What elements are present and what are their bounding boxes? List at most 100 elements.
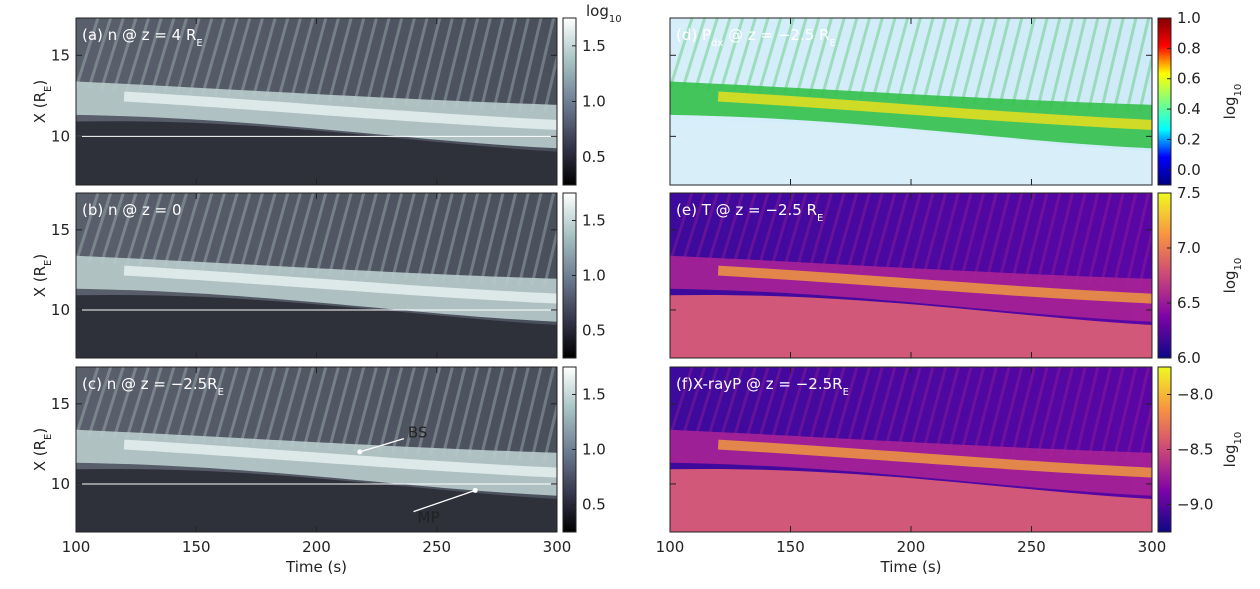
panel-title-part: (b) n @ z = 0	[82, 201, 182, 219]
heatmap-streak	[972, 18, 998, 105]
x-tick-label: 250	[422, 538, 451, 556]
heatmap-streak	[112, 18, 138, 91]
heatmap-streak	[99, 18, 125, 90]
heatmap-streak	[960, 367, 986, 452]
y-axis-label: X (RE)	[31, 254, 54, 298]
heatmap-streak	[808, 367, 833, 444]
heatmap-streak	[201, 18, 227, 96]
heatmap-streak	[770, 367, 795, 443]
heatmap-streak	[985, 18, 1011, 106]
heatmap-streak	[884, 193, 910, 274]
heatmap-streak	[846, 193, 872, 272]
heatmap-streak	[327, 18, 353, 102]
heatmap-streak	[972, 367, 998, 453]
heatmap-streak	[492, 18, 518, 111]
heatmap-streak	[251, 18, 277, 98]
x-axis-label: Time (s)	[285, 558, 347, 576]
panel-title-part: E	[817, 213, 823, 224]
panel-title: (f)X-rayP @ z = −2.5RE	[676, 375, 849, 398]
heatmap-streak	[719, 193, 745, 266]
x-tick-label: 200	[897, 538, 926, 556]
heatmap-streak	[719, 367, 745, 440]
heatmap-streak	[782, 367, 808, 443]
heatmap-streak	[365, 18, 391, 104]
heatmap-streak	[213, 367, 239, 444]
y-tick-label: 15	[51, 221, 70, 239]
heatmap-streak	[960, 18, 986, 104]
colorbar-label: log10	[1221, 84, 1244, 120]
heatmap-band-core	[123, 265, 557, 304]
heatmap-streak	[175, 193, 201, 269]
x-tick-label: 200	[302, 538, 331, 556]
heatmap-streak	[1137, 226, 1152, 288]
heatmap-streak	[770, 193, 795, 269]
heatmap-streak	[833, 193, 859, 272]
annotation-arrowhead	[357, 449, 363, 455]
heatmap-streak	[770, 18, 795, 94]
heatmap-streak	[985, 193, 1011, 280]
heatmap-streak	[125, 18, 151, 92]
heatmap-streak	[353, 193, 378, 278]
heatmap-streak	[112, 367, 138, 439]
heatmap-streak	[1049, 367, 1074, 457]
heatmap-streak	[1036, 193, 1062, 282]
heatmap-streak	[239, 18, 264, 98]
heatmap-streak	[378, 193, 404, 279]
heatmap-streak	[239, 193, 264, 272]
colorbar	[1157, 192, 1172, 359]
heatmap-streak	[985, 367, 1011, 454]
colorbar-label-part: log	[1221, 96, 1239, 119]
heatmap-streak	[390, 193, 416, 280]
heatmap-streak	[1011, 193, 1036, 281]
heatmap-streak	[1023, 367, 1049, 456]
heatmap-lower-region	[670, 294, 1152, 358]
colorbar-tick-label: 1.0	[582, 267, 606, 285]
panel-title: (e) T @ z = −2.5 RE	[676, 201, 823, 224]
heatmap-streak	[226, 367, 252, 445]
colorbar-tick-label: 0.0	[1177, 161, 1201, 179]
heatmap-streak	[479, 193, 505, 284]
y-axis-label-part: )	[31, 254, 49, 260]
heatmap-streak	[454, 193, 480, 283]
heatmap-streak	[1099, 18, 1125, 112]
y-tick-label: 10	[51, 301, 70, 319]
heatmap-lower-region	[670, 121, 1152, 185]
heatmap-streak	[922, 367, 948, 450]
heatmap-streak	[492, 367, 518, 459]
heatmap-streak	[871, 367, 897, 448]
y-tick-label: 15	[51, 46, 70, 64]
heatmap-streak	[1036, 367, 1062, 456]
heatmap-streak	[466, 18, 492, 110]
y-axis-label-part: X (R	[31, 440, 49, 471]
heatmap-streak	[163, 367, 189, 442]
heatmap-streak	[517, 18, 543, 112]
heatmap-lower-region	[76, 121, 557, 185]
x-tick-label: 150	[776, 538, 805, 556]
heatmap-streak	[1023, 193, 1049, 282]
heatmap-streak	[441, 193, 467, 282]
heatmap-streak	[454, 367, 480, 457]
heatmap-streak	[315, 193, 340, 276]
heatmap-streak	[403, 193, 429, 280]
x-tick-label: 250	[1017, 538, 1046, 556]
heatmap-streak	[731, 193, 757, 267]
heatmap-streak	[403, 367, 429, 454]
colorbar-label-part: 10	[1233, 432, 1244, 445]
colorbar-label: log10	[1221, 258, 1244, 294]
panel-title: (b) n @ z = 0	[82, 201, 182, 219]
colorbar-tick-label: −8.5	[1177, 441, 1213, 459]
heatmap	[670, 193, 1152, 358]
colorbar-tick-label: 0.5	[582, 322, 606, 340]
heatmap-streak	[277, 367, 302, 448]
heatmap-streak	[479, 18, 505, 110]
colorbar-tick-label: 0.2	[1177, 130, 1201, 148]
heatmap-streak	[378, 18, 404, 105]
heatmap-streak	[998, 367, 1024, 454]
heatmap-streak	[731, 18, 757, 92]
heatmap-streak	[1049, 18, 1074, 109]
panel-title-part: E	[829, 38, 835, 49]
annotation-label: BS	[408, 424, 428, 442]
heatmap-streak	[820, 18, 846, 97]
panel-title-part: E	[196, 38, 202, 49]
